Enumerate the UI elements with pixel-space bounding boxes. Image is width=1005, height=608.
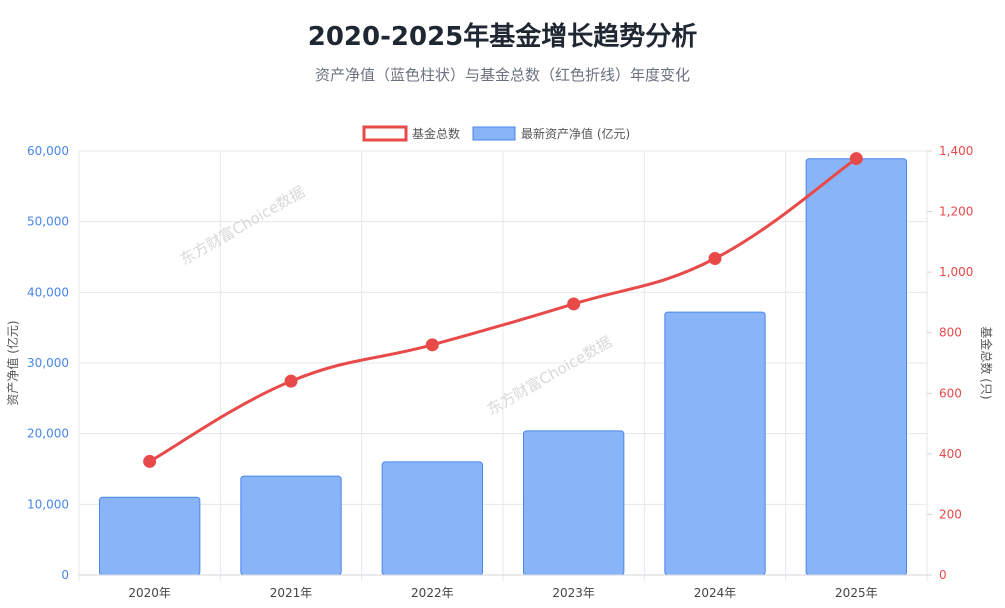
bar-2020年 (98, 496, 201, 576)
y-right-tick-label: 1,000 (939, 265, 973, 279)
legend-label-bar: 最新资产净值 (亿元) (521, 126, 630, 141)
y-left-tick-label: 50,000 (27, 215, 69, 229)
y-left-tick-label: 40,000 (27, 285, 69, 299)
y-left-tick-label: 0 (61, 568, 69, 582)
y-right-tick-label: 200 (939, 507, 962, 521)
y-left-axis-label: 资产净值 (亿元) (5, 320, 20, 405)
chart-title: 2020-2025年基金增长趋势分析 (307, 22, 698, 52)
y-left-tick-label: 60,000 (27, 144, 69, 158)
bar-2021年 (240, 475, 342, 576)
x-tick-label: 2023年 (552, 586, 595, 600)
chart-subtitle: 资产净值（蓝色柱状）与基金总数（红色折线）年度变化 (314, 66, 690, 84)
y-left-tick-label: 30,000 (27, 356, 69, 370)
watermark-text: 东方财富Choice数据 (484, 333, 615, 419)
line-point-2021年 (284, 374, 298, 388)
line-point-2020年 (143, 454, 157, 468)
line-point-2022年 (425, 338, 439, 352)
line-point-2024年 (708, 252, 722, 266)
bar-2025年 (805, 158, 908, 576)
line-point-2023年 (567, 297, 581, 311)
x-tick-label: 2021年 (270, 586, 313, 600)
legend-swatch-bar (472, 126, 516, 141)
bar-2023年 (522, 430, 625, 576)
y-right-tick-label: 0 (939, 568, 947, 582)
y-left-tick-label: 20,000 (27, 427, 69, 441)
y-right-tick-label: 1,400 (939, 144, 973, 158)
x-tick-label: 2024年 (694, 586, 737, 600)
x-tick-label: 2020年 (128, 586, 171, 600)
line-series-fund-count (148, 157, 858, 463)
watermark-text: 东方财富Choice数据 (177, 183, 308, 269)
legend-label-line: 基金总数 (412, 126, 460, 141)
x-tick-label: 2025年 (835, 586, 878, 600)
y-right-tick-label: 400 (939, 447, 962, 461)
y-left-tick-label: 10,000 (27, 497, 69, 511)
legend-swatch-line (362, 125, 408, 142)
y-right-tick-label: 600 (939, 386, 962, 400)
bar-2022年 (381, 461, 484, 576)
y-right-axis-label: 基金总数 (只) (979, 326, 994, 399)
y-right-tick-label: 1,200 (939, 205, 973, 219)
line-point-2025年 (849, 152, 863, 166)
x-tick-label: 2022年 (411, 586, 454, 600)
y-right-tick-label: 800 (939, 326, 962, 340)
bar-2024年 (664, 311, 766, 576)
